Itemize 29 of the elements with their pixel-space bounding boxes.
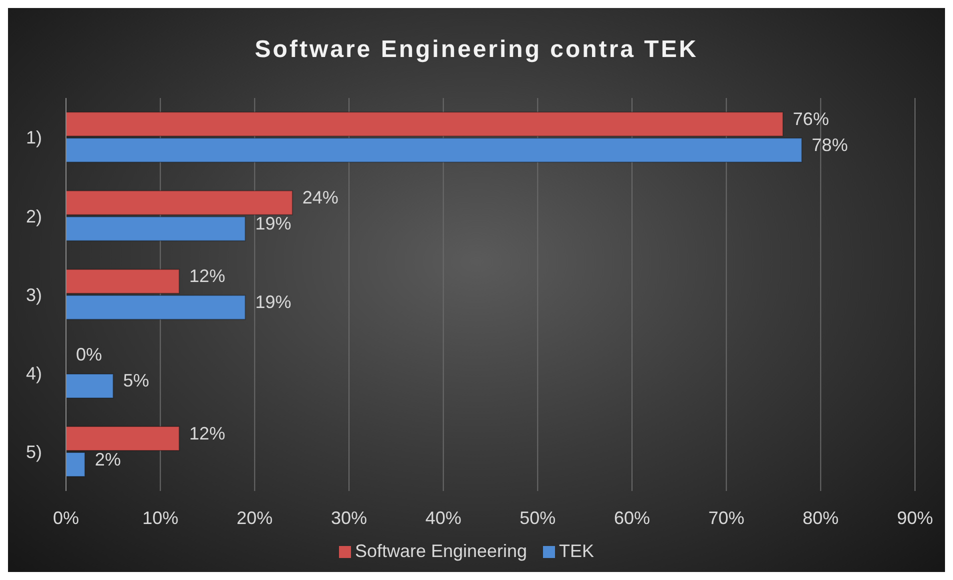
data-label: 12% [189,266,226,286]
y-tick-label: 1) [26,128,42,148]
x-tick-label: 20% [236,508,273,528]
chart-title: Software Engineering contra TEK [254,36,700,64]
x-tick-label: 40% [425,508,462,528]
x-tick-label: 50% [520,508,556,528]
data-label: 76% [792,108,829,129]
x-tick-label: 90% [896,508,934,528]
data-label: 19% [255,214,292,234]
x-tick-label: 10% [142,508,178,528]
text: Software Engineering [354,541,528,562]
x-tick-label: 30% [330,508,368,528]
data-label: 2% [94,449,121,470]
y-tick-label: 4) [26,363,42,384]
data-label: 19% [255,292,292,312]
x-tick-label: 60% [614,508,650,528]
x-tick-label: 70% [708,508,744,528]
bar [66,373,114,398]
data-label: 24% [302,188,338,208]
data-label: 5% [123,370,150,391]
x-tick-label: 80% [802,508,839,528]
data-label: 78% [812,134,848,155]
legend-label: TEK [559,541,594,562]
data-label: 0% [76,344,102,365]
y-tick-label: 3) [26,284,42,305]
x-tick-label: 0% [52,508,80,528]
y-tick-label: 5) [26,442,42,462]
y-tick-label: 2) [26,206,42,226]
data-label: 12% [189,423,226,444]
